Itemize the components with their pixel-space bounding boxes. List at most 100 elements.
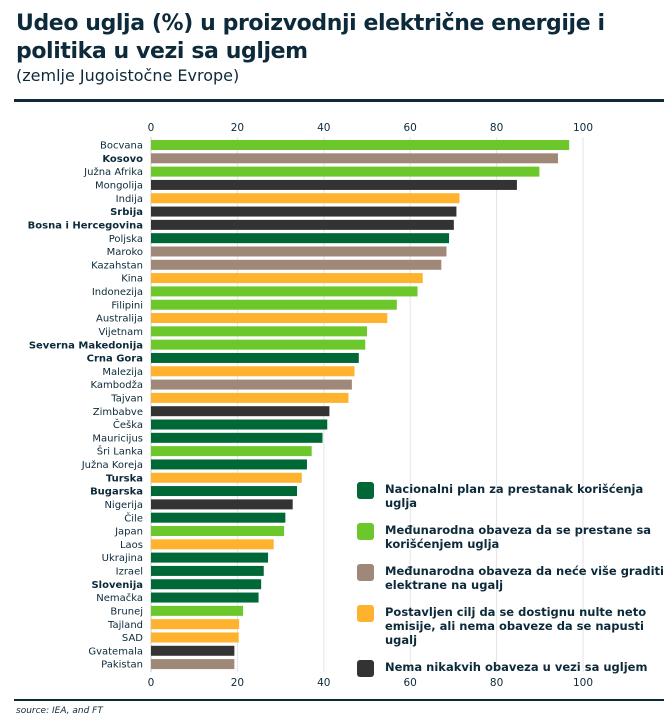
country-label: Nemačka	[96, 592, 143, 604]
bar-čile	[151, 512, 286, 523]
country-label: Filipini	[111, 300, 143, 311]
country-label: Maroko	[107, 247, 143, 258]
country-label: Indija	[116, 194, 143, 205]
bar-brunej	[151, 605, 244, 616]
x-tick-label-bottom: 40	[317, 677, 330, 689]
bar-pakistan	[151, 659, 235, 670]
country-label: Kosovo	[102, 154, 143, 165]
bar-južna-afrika	[151, 166, 540, 177]
country-label: Nigerija	[104, 500, 143, 511]
chart-title: Udeo uglja (%) u proizvodnji električne …	[16, 11, 605, 64]
legend-swatch	[357, 523, 374, 540]
country-label: Mauricijus	[92, 433, 143, 444]
legend-item: Postavljen cilj da se dostignu nulte net…	[357, 605, 667, 647]
bar-srbija	[151, 206, 457, 217]
bar-izrael	[151, 565, 264, 576]
country-label: Bosna i Hercegovina	[28, 220, 143, 231]
country-label: Mongolija	[95, 181, 143, 192]
bar-indonezija	[151, 286, 418, 297]
legend-label: Međunarodna obaveza da neće više graditi…	[385, 564, 664, 592]
country-label: Vijetnam	[99, 327, 143, 338]
x-tick-label-top: 100	[573, 122, 593, 134]
country-label: Japan	[114, 527, 143, 538]
bar-šri-lanka	[151, 446, 312, 457]
bar-nigerija	[151, 499, 293, 510]
bar-laos	[151, 539, 274, 550]
bar-kambodža	[151, 379, 352, 390]
country-label: Severna Makedonija	[29, 340, 143, 351]
x-tick-label-top: 20	[231, 122, 244, 134]
bar-bosna-i-hercegovina	[151, 219, 454, 230]
country-label: Bocvana	[100, 141, 143, 152]
country-label: Češka	[113, 418, 143, 431]
bar-mongolija	[151, 179, 517, 190]
x-tick-label-top: 80	[490, 122, 503, 134]
legend-swatch	[357, 564, 374, 581]
legend-label: Međunarodna obaveza da se prestane sa ko…	[385, 523, 652, 551]
country-label: Tajvan	[110, 393, 143, 404]
country-label: Tajland	[107, 620, 143, 631]
legend-swatch	[357, 482, 374, 499]
legend-label: Postavljen cilj da se dostignu nulte net…	[385, 605, 647, 647]
bar-ukrajina	[151, 552, 269, 563]
x-tick-label-bottom: 0	[148, 677, 155, 689]
bar-kazahstan	[151, 259, 442, 270]
country-label: Južna Koreja	[81, 459, 143, 471]
bar-maroko	[151, 246, 447, 257]
legend-label: Nema nikakvih obaveza u vezi sa ugljem	[385, 660, 648, 674]
legend-item: Nacionalni plan za prestanak korišćenja …	[357, 482, 667, 510]
bar-gvatemala	[151, 645, 235, 656]
bottom-divider	[14, 699, 664, 701]
legend-item: Međunarodna obaveza da neće više graditi…	[357, 564, 667, 592]
country-label: Izrael	[116, 567, 143, 578]
country-label: Gvatemala	[88, 646, 143, 657]
country-label: Zimbabve	[93, 407, 143, 418]
bar-zimbabve	[151, 406, 330, 417]
country-label: Šri Lanka	[97, 445, 143, 458]
x-tick-label-top: 60	[404, 122, 417, 134]
bar-kosovo	[151, 153, 558, 164]
x-tick-label-top: 40	[317, 122, 330, 134]
source-note: source: IEA, and FT	[16, 706, 103, 716]
bar-tajland	[151, 619, 240, 630]
country-label: Crna Gora	[87, 354, 143, 365]
legend: Nacionalni plan za prestanak korišćenja …	[357, 482, 667, 690]
country-label: Indonezija	[92, 287, 143, 298]
legend-swatch	[357, 605, 374, 622]
country-label: Turska	[106, 473, 143, 484]
x-tick-label-bottom: 100	[573, 677, 593, 689]
country-label: Bugarska	[90, 487, 143, 498]
bar-australija	[151, 313, 388, 324]
bar-poljska	[151, 233, 450, 244]
country-label: SAD	[122, 633, 143, 644]
x-tick-label-bottom: 80	[490, 677, 503, 689]
bar-kina	[151, 273, 423, 284]
bar-vijetnam	[151, 326, 367, 337]
bar-bocvana	[151, 140, 570, 150]
bar-nemačka	[151, 592, 259, 603]
country-label: Poljska	[109, 234, 143, 245]
bar-južna-koreja	[151, 459, 307, 470]
country-label: Australija	[96, 314, 143, 325]
chart-subtitle: (zemlje Jugoistočne Evrope)	[16, 66, 240, 85]
bar-japan	[151, 525, 285, 536]
bar-tajvan	[151, 392, 349, 403]
country-label: Južna Afrika	[83, 166, 143, 178]
country-label: Kina	[121, 274, 143, 285]
country-label: Čile	[124, 511, 143, 524]
bar-severna-makedonija	[151, 339, 366, 350]
legend-swatch	[357, 660, 374, 677]
country-label: Kazahstan	[91, 260, 143, 271]
country-label: Slovenija	[91, 580, 143, 591]
country-label: Ukrajina	[102, 553, 143, 564]
top-divider	[14, 99, 664, 102]
bar-češka	[151, 419, 328, 430]
bar-chart: 002020404060608080100100BocvanaKosovoJuž…	[28, 122, 593, 689]
x-tick-label-bottom: 60	[404, 677, 417, 689]
bar-turska	[151, 472, 302, 483]
country-label: Kambodža	[91, 379, 143, 391]
bar-malezija	[151, 366, 355, 377]
country-label: Malezija	[102, 367, 143, 378]
country-label: Pakistan	[101, 660, 143, 671]
bar-mauricijus	[151, 432, 323, 443]
